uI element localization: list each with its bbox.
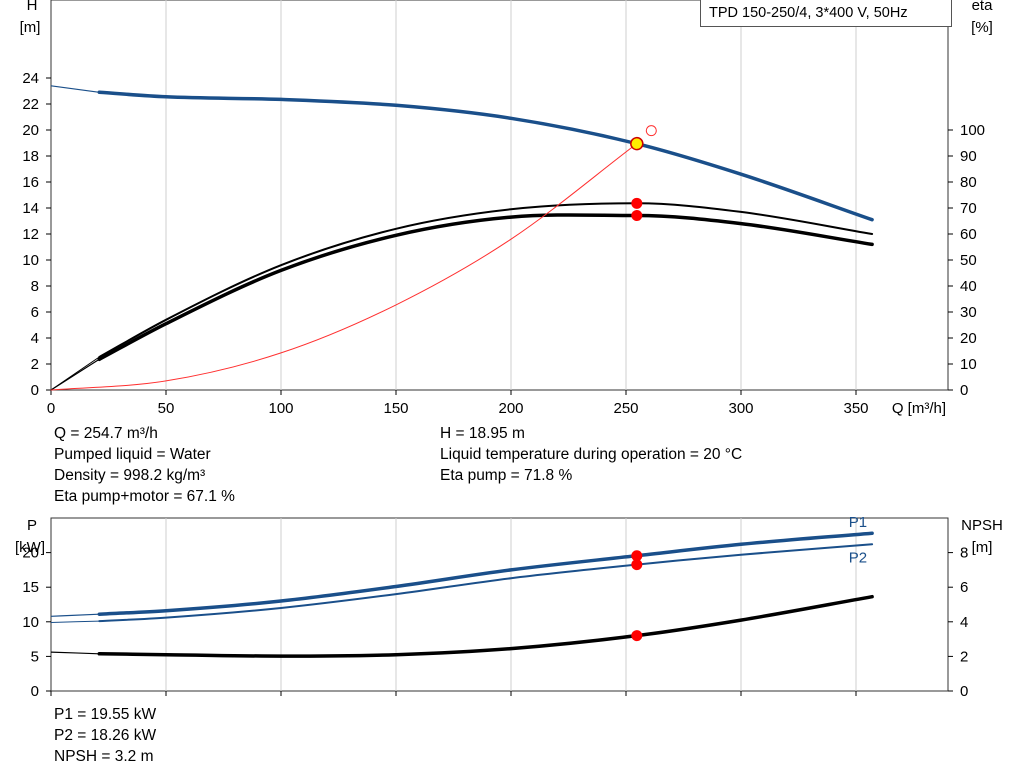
npsh-duty-point <box>631 630 643 642</box>
y-right-axis-unit: [%] <box>971 19 993 36</box>
y-left-axis-unit: [m] <box>20 19 41 36</box>
y-right-tick-label: 60 <box>960 226 977 243</box>
p1-readout: P1 = 19.55 kW <box>54 706 157 723</box>
x-axis-title: Q [m³/h] <box>892 400 946 417</box>
y-left-tick-label: 4 <box>31 330 39 347</box>
eta-total-readout: Eta pump+motor = 67.1 % <box>54 488 235 505</box>
curve-system <box>50 143 638 391</box>
curve-eta-pump <box>98 202 874 358</box>
y-left-tick-label: 14 <box>22 200 39 217</box>
curve-h <box>97 90 874 222</box>
p2-duty-point <box>631 559 643 571</box>
curve-npsh <box>97 594 874 658</box>
y-left-tick-label: 22 <box>22 96 39 113</box>
y-left-tick-label: 2 <box>31 356 39 373</box>
pump-model-title: TPD 150-250/4, 3*400 V, 50Hz <box>700 0 952 27</box>
curve-eta-total <box>97 213 874 362</box>
secondary-duty-point <box>645 125 657 137</box>
power-npsh-chart: 0 5 10 15 20 0 2 4 6 8 P [kW] NPSH [m] P1 P2 <box>15 514 1003 700</box>
x-tick-label: 300 <box>728 400 753 417</box>
y-right-axis-unit: [m] <box>972 539 993 556</box>
y-left-axis-title: H <box>27 0 38 14</box>
y-right-tick-label: 80 <box>960 174 977 191</box>
y-right-tick-label: 0 <box>960 683 968 700</box>
y-left-tick-label: 6 <box>31 304 39 321</box>
curve-p1 <box>97 531 874 616</box>
y-left-tick-label: 0 <box>31 382 39 399</box>
x-tick-label: 200 <box>498 400 523 417</box>
eta-pump-duty-point <box>631 197 643 209</box>
y-left-axis-title: P <box>27 517 37 534</box>
info-block-right: H = 18.95 m Liquid temperature during op… <box>440 423 742 486</box>
flow-readout: Q = 254.7 m³/h <box>54 425 158 442</box>
curve-h-extension <box>50 85 100 93</box>
x-tick-label: 350 <box>843 400 868 417</box>
plot-frame <box>50 0 949 391</box>
y-right-tick-label: 6 <box>960 579 968 596</box>
x-tick-label: 100 <box>268 400 293 417</box>
curve-npsh-extension <box>50 651 100 655</box>
y-right-tick-label: 4 <box>960 614 968 631</box>
y-right-axis-title: NPSH <box>961 517 1003 534</box>
p2-readout: P2 = 18.26 kW <box>54 727 157 744</box>
y-left-tick-label: 10 <box>22 252 39 269</box>
y-right-tick-label: 2 <box>960 648 968 665</box>
info-block-power: P1 = 19.55 kW P2 = 18.26 kW NPSH = 3.2 m <box>54 704 156 767</box>
y-left-tick-label: 24 <box>22 70 39 87</box>
y-right-tick-label: 40 <box>960 278 977 295</box>
head-duty-point <box>630 136 644 151</box>
curve-p2 <box>98 543 874 623</box>
series-label-p2: P2 <box>849 549 867 566</box>
x-tick-label: 0 <box>47 400 55 417</box>
y-left-tick-label: 16 <box>22 174 39 191</box>
plot-frame <box>50 517 949 692</box>
density-readout: Density = 998.2 kg/m³ <box>54 467 206 484</box>
y-right-tick-label: 0 <box>960 382 968 399</box>
y-left-tick-label: 0 <box>31 683 39 700</box>
x-tick-label: 50 <box>158 400 175 417</box>
npsh-readout: NPSH = 3.2 m <box>54 748 154 765</box>
x-tick-label: 250 <box>613 400 638 417</box>
head-efficiency-chart: 0 50 100 150 200 250 300 3500246810121416182022… <box>20 0 994 417</box>
curve-eta-total-extension <box>50 358 100 391</box>
curve-p1-extension <box>50 613 100 617</box>
y-left-tick-label: 20 <box>22 545 39 562</box>
info-block-left: Q = 254.7 m³/h Pumped liquid = Water Den… <box>54 423 235 507</box>
y-left-axis-unit: [kW] <box>15 539 45 556</box>
y-right-tick-label: 50 <box>960 252 977 269</box>
y-right-tick-label: 90 <box>960 148 977 165</box>
y-right-tick-label: 10 <box>960 356 977 373</box>
y-left-tick-label: 5 <box>31 648 39 665</box>
eta-total-duty-point <box>631 210 643 222</box>
temperature-readout: Liquid temperature during operation = 20… <box>440 446 743 463</box>
curve-p2-extension <box>50 620 100 623</box>
liquid-readout: Pumped liquid = Water <box>54 446 211 463</box>
x-tick-label: 150 <box>383 400 408 417</box>
y-right-tick-label: 100 <box>960 122 985 139</box>
y-right-tick-label: 8 <box>960 545 968 562</box>
eta-pump-readout: Eta pump = 71.8 % <box>440 467 573 484</box>
y-right-tick-label: 20 <box>960 330 977 347</box>
y-right-tick-label: 30 <box>960 304 977 321</box>
y-left-tick-label: 18 <box>22 148 39 165</box>
y-left-tick-label: 8 <box>31 278 39 295</box>
y-left-tick-label: 20 <box>22 122 39 139</box>
y-left-tick-label: 12 <box>22 226 39 243</box>
p1-duty-point <box>631 550 643 562</box>
y-left-tick-label: 15 <box>22 579 39 596</box>
series-label-p1: P1 <box>849 514 867 531</box>
head-readout: H = 18.95 m <box>440 425 525 442</box>
y-left-tick-label: 10 <box>22 614 39 631</box>
y-right-axis-title: eta <box>972 0 994 14</box>
y-right-tick-label: 70 <box>960 200 977 217</box>
